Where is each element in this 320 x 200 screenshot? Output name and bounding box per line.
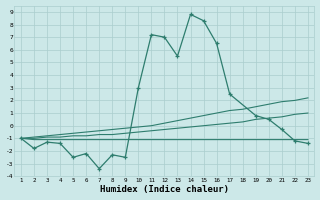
X-axis label: Humidex (Indice chaleur): Humidex (Indice chaleur) [100,185,229,194]
